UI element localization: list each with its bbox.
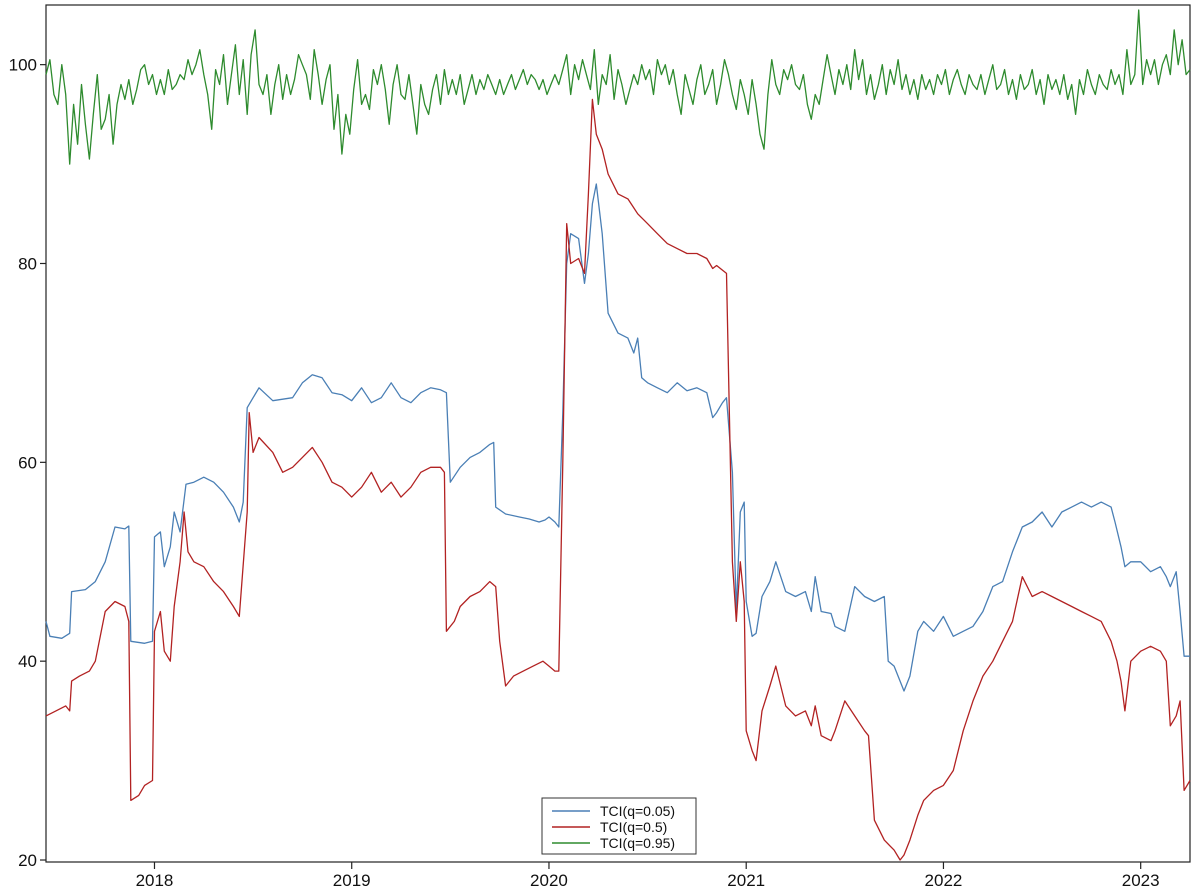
x-tick-label: 2023 (1122, 871, 1160, 890)
y-axis: 20 40 60 80 100 (9, 56, 46, 870)
series-layer (45, 9, 1191, 861)
legend-label-3: TCI(q=0.95) (600, 835, 675, 851)
y-tick-label: 20 (18, 851, 37, 870)
series-line-2 (45, 98, 1191, 861)
x-tick-label: 2020 (530, 871, 568, 890)
y-tick-label: 60 (18, 453, 37, 472)
y-tick-label: 40 (18, 652, 37, 671)
x-tick-label: 2018 (136, 871, 174, 890)
y-tick-label: 100 (9, 56, 37, 75)
x-tick-label: 2019 (333, 871, 371, 890)
legend-label-1: TCI(q=0.05) (600, 803, 675, 819)
plot-frame (45, 4, 1191, 863)
legend: TCI(q=0.05)TCI(q=0.5)TCI(q=0.95) (541, 797, 697, 855)
legend-label-2: TCI(q=0.5) (600, 819, 667, 835)
x-axis: 2018 2019 2020 2021 2022 2023 (136, 862, 1160, 890)
legend-box (541, 797, 697, 855)
x-tick-label: 2021 (727, 871, 765, 890)
y-tick-label: 80 (18, 254, 37, 273)
series-line-1 (45, 183, 1190, 692)
x-tick-label: 2022 (925, 871, 963, 890)
series-line-3 (45, 9, 1191, 165)
